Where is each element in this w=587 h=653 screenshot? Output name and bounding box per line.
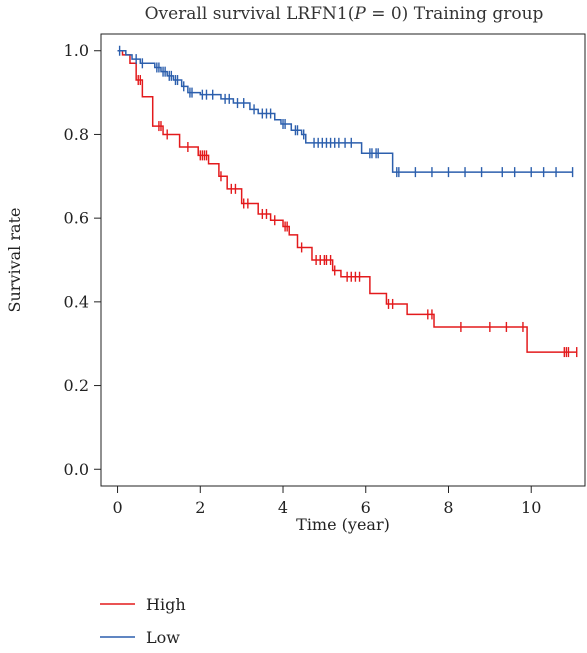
plot-frame bbox=[100, 33, 586, 487]
series-low bbox=[117, 45, 574, 178]
y-tick-label: 0.6 bbox=[64, 209, 89, 228]
chart-title-p: P bbox=[353, 4, 366, 24]
legend-label-high: High bbox=[146, 595, 186, 614]
legend: High Low bbox=[100, 595, 186, 647]
y-axis-label: Survival rate bbox=[5, 208, 24, 313]
x-tick-label: 4 bbox=[278, 498, 288, 517]
x-tick-label: 0 bbox=[112, 498, 122, 517]
y-tick-label: 1.0 bbox=[64, 41, 89, 60]
y-tick-label: 0.2 bbox=[64, 376, 89, 395]
chart-title-post: = 0) Training group bbox=[366, 4, 544, 24]
x-axis: 0 2 4 6 8 10 bbox=[112, 486, 541, 517]
x-tick-label: 6 bbox=[361, 498, 371, 517]
y-tick-label: 0.0 bbox=[64, 460, 89, 479]
x-axis-label: Time (year) bbox=[296, 515, 390, 534]
series-high bbox=[117, 49, 578, 358]
survival-line-low bbox=[117, 49, 573, 173]
legend-label-low: Low bbox=[146, 628, 180, 647]
survival-line-high bbox=[117, 49, 577, 353]
y-axis: 0.0 0.2 0.4 0.6 0.8 1.0 bbox=[64, 41, 101, 479]
x-tick-label: 8 bbox=[443, 498, 453, 517]
x-tick-label: 2 bbox=[195, 498, 205, 517]
chart-title: Overall survival LRFN1(P = 0) Training g… bbox=[145, 4, 544, 24]
y-tick-label: 0.4 bbox=[64, 292, 89, 311]
survival-curves bbox=[117, 45, 578, 358]
x-tick-label: 10 bbox=[521, 498, 541, 517]
y-tick-label: 0.8 bbox=[64, 125, 89, 144]
chart-title-pre: Overall survival LRFN1( bbox=[145, 4, 355, 24]
